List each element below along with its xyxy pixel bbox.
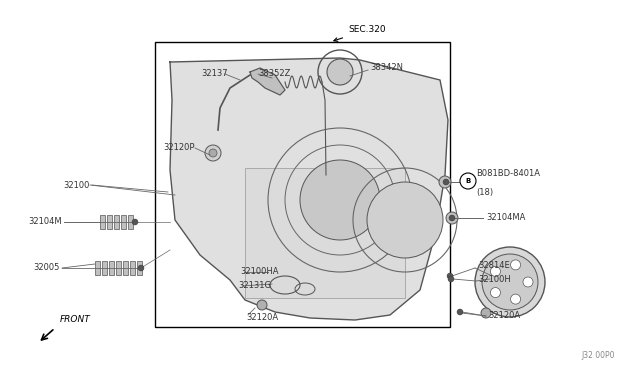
Circle shape — [257, 300, 267, 310]
Circle shape — [511, 294, 520, 304]
Bar — [123, 261, 128, 275]
Text: 32005: 32005 — [34, 263, 60, 273]
Text: FRONT: FRONT — [60, 315, 91, 324]
Circle shape — [511, 260, 520, 270]
Text: 32100H: 32100H — [478, 276, 511, 285]
Text: 38352Z: 38352Z — [258, 70, 291, 78]
Text: 32100HA: 32100HA — [240, 267, 278, 276]
Bar — [107, 215, 112, 229]
Circle shape — [448, 276, 454, 282]
Bar — [116, 261, 121, 275]
Bar — [109, 261, 114, 275]
Text: 32120A: 32120A — [246, 312, 278, 321]
Bar — [245, 168, 405, 298]
Text: (18): (18) — [476, 188, 493, 197]
Bar — [100, 215, 105, 229]
Bar — [114, 215, 119, 229]
Bar — [128, 215, 133, 229]
Bar — [137, 261, 142, 275]
Text: 32104MA: 32104MA — [486, 214, 525, 222]
Circle shape — [132, 219, 138, 225]
Circle shape — [490, 266, 500, 276]
Polygon shape — [250, 68, 285, 95]
Text: B: B — [465, 178, 470, 184]
Text: 32120P: 32120P — [163, 144, 195, 153]
Circle shape — [300, 160, 380, 240]
Text: 32814E: 32814E — [478, 262, 509, 270]
Text: 32100: 32100 — [63, 180, 90, 189]
Circle shape — [449, 215, 455, 221]
Circle shape — [457, 309, 463, 315]
Circle shape — [475, 247, 545, 317]
Circle shape — [460, 173, 476, 189]
Circle shape — [138, 265, 144, 271]
Polygon shape — [170, 58, 448, 320]
Circle shape — [205, 145, 221, 161]
Circle shape — [490, 288, 500, 298]
Bar — [95, 261, 100, 275]
Bar — [102, 261, 107, 275]
Text: 32104M: 32104M — [28, 218, 62, 227]
Text: B081BD-8401A: B081BD-8401A — [476, 169, 540, 178]
Text: 32120A: 32120A — [488, 311, 520, 321]
Text: 32131G: 32131G — [238, 282, 271, 291]
Circle shape — [439, 176, 451, 188]
Text: SEC.320: SEC.320 — [334, 26, 386, 41]
Circle shape — [523, 277, 533, 287]
Bar — [121, 215, 126, 229]
Text: 32137: 32137 — [202, 70, 228, 78]
Circle shape — [482, 254, 538, 310]
Bar — [130, 261, 135, 275]
Text: 38342N: 38342N — [370, 64, 403, 73]
Circle shape — [481, 308, 491, 318]
Text: J32 00P0: J32 00P0 — [582, 351, 615, 360]
Circle shape — [446, 212, 458, 224]
Circle shape — [367, 182, 443, 258]
Circle shape — [209, 149, 217, 157]
Circle shape — [447, 273, 453, 279]
Circle shape — [443, 179, 449, 185]
Circle shape — [327, 59, 353, 85]
Bar — [155, 42, 450, 327]
